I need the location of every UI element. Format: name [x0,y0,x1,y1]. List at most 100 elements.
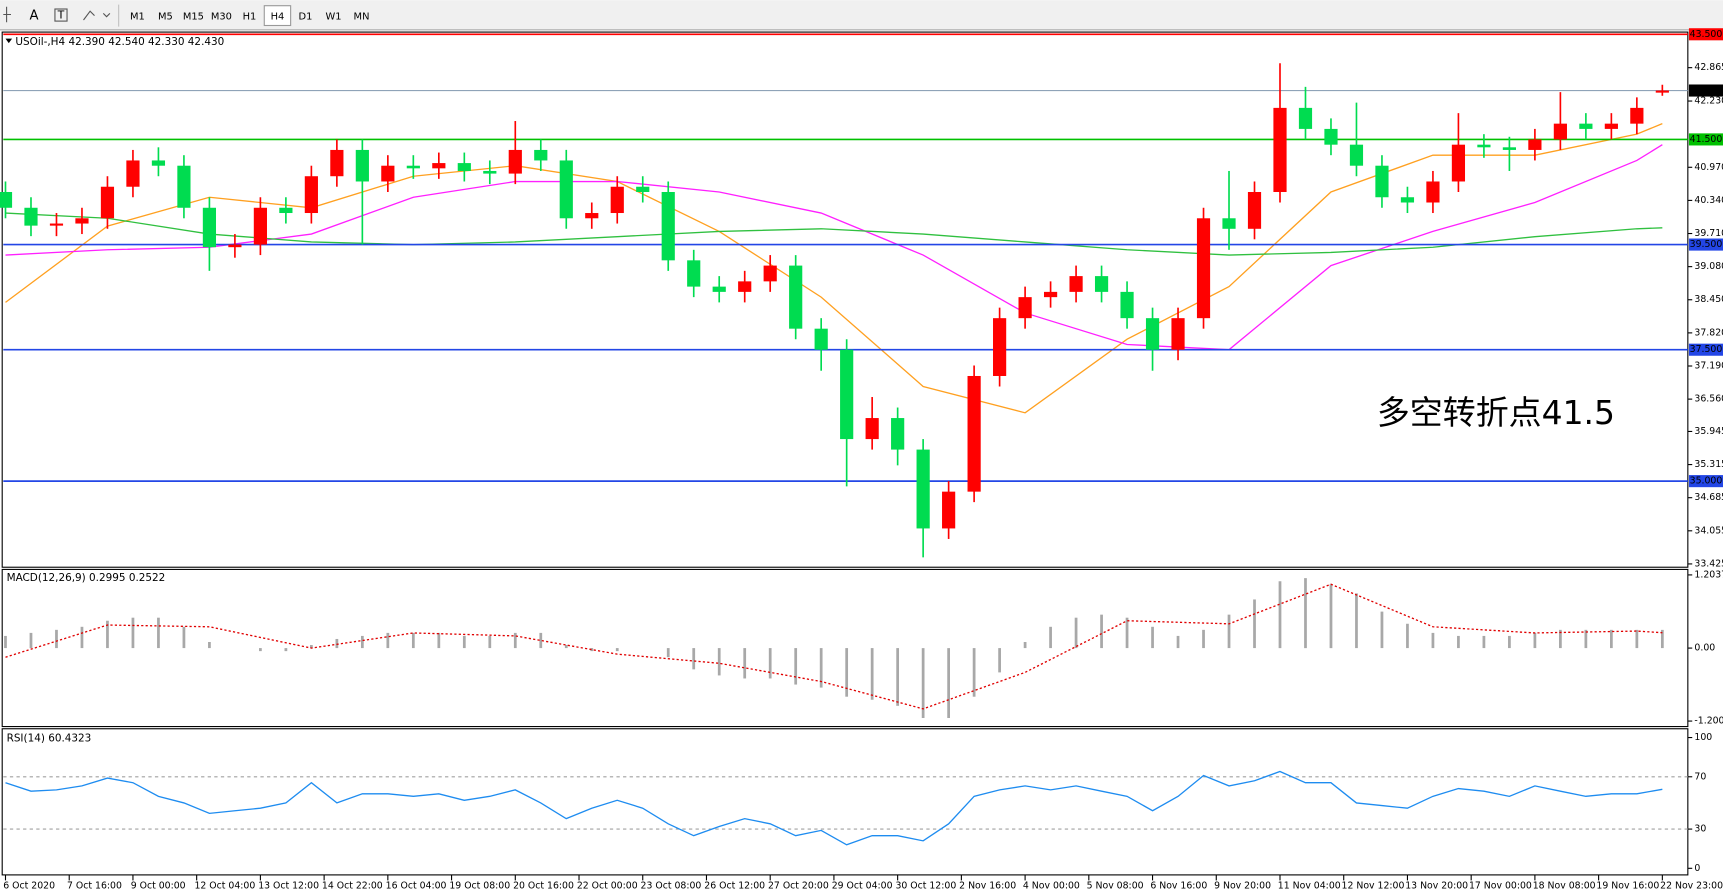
label-tool[interactable]: T [57,9,65,22]
level-line-box [1688,343,1723,356]
rsi-line [5,770,1663,846]
candle-body [585,213,599,219]
y-tick-label: -1.2008 [1694,716,1723,727]
candle-body [1222,218,1236,229]
candle-body [1298,107,1313,129]
x-tick-label: 12 Oct 04:00 [194,880,255,891]
y-tick-label: 37.820 [1694,327,1723,338]
macd-title: MACD(12,26,9) 0.2995 0.2522 [7,572,166,584]
timeframe-button[interactable]: H1 [243,12,257,23]
timeframe-button[interactable]: M5 [158,12,173,23]
price-panel [1,31,1689,568]
timeframe-button[interactable]: M1 [130,12,145,23]
candle-body [763,265,777,282]
text-tool[interactable]: A [30,9,39,24]
candle-body [177,165,191,208]
candle-body [1630,107,1644,124]
candle-body [483,170,497,174]
candle-body [1094,276,1109,292]
level-line-label: 41.500 [1690,134,1723,145]
y-tick-label: 34.055 [1694,525,1723,536]
candle-body [1426,181,1440,203]
candle-body [228,244,242,248]
x-tick-label: 18 Nov 08:00 [1533,880,1596,891]
y-tick-label: 33.425 [1694,558,1723,569]
timeframe-button[interactable]: M30 [211,12,232,23]
candle-body [100,186,115,219]
shapes-tool[interactable] [83,10,111,21]
x-tick-label: 19 Oct 08:00 [449,880,510,891]
rsi-panel [1,728,1689,876]
candle-body [151,160,166,166]
candle-body [967,375,981,492]
candle-body [661,191,675,261]
candle-body [1579,123,1593,129]
x-tick-label: 4 Nov 00:00 [1023,880,1080,891]
candle-body [687,260,701,287]
candle-body [891,418,905,450]
x-tick-label: 11 Nov 04:00 [1278,880,1341,891]
candle-body [636,186,650,192]
x-tick-label: 13 Oct 12:00 [258,880,319,891]
y-tick-label: 42.865 [1694,62,1723,73]
candle-body [1477,144,1491,148]
candle-body [1247,191,1262,229]
x-tick-label: 12 Nov 12:00 [1342,880,1405,891]
candle-body [1655,90,1669,93]
level-line-box [1688,133,1723,146]
candle-body [840,349,854,440]
candle-body [1502,147,1516,150]
x-tick-label: 6 Nov 16:00 [1150,880,1207,891]
candle-body [330,149,344,177]
rsi-title: RSI(14) 60.4323 [7,733,92,745]
level-line-label: 37.500 [1690,344,1723,355]
candle-body [1069,276,1083,292]
candle-body [1604,123,1618,129]
timeframe-button[interactable]: M15 [183,12,204,23]
level-line-label: 35.000 [1690,476,1723,487]
y-tick-label: 70 [1694,771,1706,782]
candle-body [49,223,64,226]
crosshair-tool[interactable] [3,6,11,23]
timeframe-button[interactable]: MN [354,12,370,23]
label-tool-frame [54,8,68,22]
y-tick-label: 36.560 [1694,394,1723,405]
y-tick-label: 100 [1694,732,1712,743]
candle-body [1018,297,1032,319]
candle-body [0,191,13,208]
macd-signal [5,583,1663,710]
candle-body [712,286,726,292]
y-tick-label: 35.315 [1694,459,1723,470]
level-line-label: 39.500 [1690,239,1723,250]
candle-body [738,281,752,292]
timeframe-button[interactable]: H4 [271,12,285,23]
x-tick-label: 19 Nov 16:00 [1596,880,1659,891]
timeframe-button[interactable]: D1 [299,12,313,23]
candle-body [610,186,624,214]
y-tick-label: 35.945 [1694,426,1723,437]
y-tick-label: 39.080 [1694,261,1723,272]
toolbar [0,0,1723,30]
y-tick-label: 34.685 [1694,492,1723,503]
moving-average [5,144,1663,351]
level-line-box [1688,28,1723,41]
candle-body [304,176,318,214]
annotation: 多空转折点41.5 [1377,393,1615,432]
candle-body [432,163,446,169]
active-timeframe [263,5,292,27]
panel-menu[interactable] [5,38,13,44]
x-tick-label: 22 Oct 00:00 [577,880,638,891]
candle-body [24,207,38,226]
candle-body [1324,128,1338,145]
x-tick-label: 6 Oct 2020 [3,880,55,891]
price-title: USOil-,H4 42.390 42.540 42.330 42.430 [15,36,224,48]
candle-body [789,265,803,329]
x-tick-label: 26 Oct 12:00 [704,880,765,891]
candle-body [1400,197,1415,203]
candle-body [75,218,89,224]
candle-body [1145,318,1160,350]
x-tick-label: 30 Oct 12:00 [895,880,956,891]
candle-body [942,491,956,529]
timeframe-button[interactable]: W1 [325,12,341,23]
